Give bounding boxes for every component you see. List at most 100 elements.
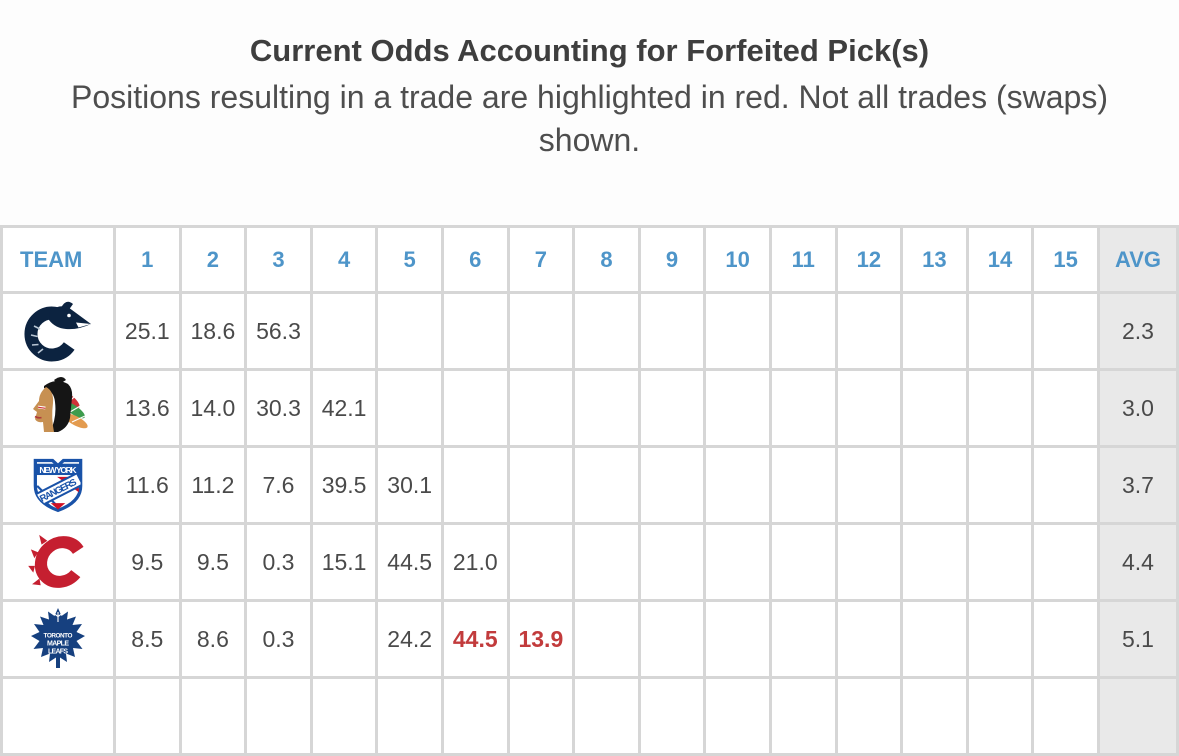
odds-cell: [903, 294, 966, 369]
odds-cell: [640, 602, 704, 677]
odds-cell: [1034, 679, 1097, 754]
odds-cell: [771, 448, 835, 523]
odds-cell: 24.2: [378, 602, 441, 677]
odds-cell: [247, 679, 310, 754]
odds-cell: [1034, 371, 1097, 446]
odds-cell: [837, 525, 901, 600]
odds-cell: [575, 602, 638, 677]
odds-cell: [771, 371, 835, 446]
odds-cell: 39.5: [312, 448, 376, 523]
column-header-7: 7: [509, 228, 573, 292]
odds-cell: [968, 294, 1032, 369]
odds-cell: [771, 294, 835, 369]
team-row: 9.5 9.5 0.3 15.1 44.5 21.0 4.4: [3, 525, 1176, 600]
avg-cell: 5.1: [1100, 602, 1176, 677]
odds-cell: [1034, 294, 1097, 369]
column-header-6: 6: [443, 228, 507, 292]
odds-cell: [116, 679, 179, 754]
odds-cell: [443, 294, 507, 369]
odds-cell: [903, 371, 966, 446]
odds-cell: [575, 525, 638, 600]
odds-cell: [706, 371, 769, 446]
odds-cell: [443, 679, 507, 754]
team-row: TORONTO MAPLE LEAFS 8.5 8.6 0.3 24.2 44.5 13.…: [3, 602, 1176, 677]
page-subtitle: Positions resulting in a trade are highl…: [71, 78, 1108, 159]
odds-cell: 56.3: [247, 294, 310, 369]
odds-cell: [837, 371, 901, 446]
team-row: RANGERS NEW YORK 11.6 11.2 7.6 39.5 30.1 3.7: [3, 448, 1176, 523]
odds-cell: [640, 294, 704, 369]
avg-cell: 3.0: [1100, 371, 1176, 446]
table-header: TEAM 1 2 3 4 5 6 7 8 9 10 11 12 13 14 15 AVG: [3, 228, 1176, 292]
odds-cell: [968, 602, 1032, 677]
odds-cell: [1100, 679, 1176, 754]
team-row: 13.6 14.0 30.3 42.1 3.0: [3, 371, 1176, 446]
odds-cell: [968, 525, 1032, 600]
svg-text:TORONTO: TORONTO: [44, 633, 73, 640]
odds-cell: [968, 679, 1032, 754]
odds-cell: [378, 371, 441, 446]
odds-cell: [640, 525, 704, 600]
odds-cell: [706, 448, 769, 523]
draft-odds-table: TEAM 1 2 3 4 5 6 7 8 9 10 11 12 13 14 15 AVG 25.1 18.6 56.…: [0, 225, 1179, 756]
column-header-5: 5: [378, 228, 441, 292]
header-row: TEAM 1 2 3 4 5 6 7 8 9 10 11 12 13 14 15 AVG: [3, 228, 1176, 292]
column-header-2: 2: [181, 228, 245, 292]
odds-cell: [837, 448, 901, 523]
column-header-14: 14: [968, 228, 1032, 292]
odds-cell: [771, 525, 835, 600]
team-logo-cell: RANGERS NEW YORK: [3, 448, 113, 523]
team-row: 25.1 18.6 56.3 2.3: [3, 294, 1176, 369]
odds-cell: [509, 448, 573, 523]
table-body: 25.1 18.6 56.3 2.3 13.6 14.0 30.3 42.1 3.0 RANG…: [3, 294, 1176, 754]
odds-cell: 0.3: [247, 525, 310, 600]
odds-cell: 14.0: [181, 371, 245, 446]
team-logo-cell: [3, 371, 113, 446]
odds-cell: 42.1: [312, 371, 376, 446]
column-header-12: 12: [837, 228, 901, 292]
column-header-9: 9: [640, 228, 704, 292]
svg-text:LEAFS: LEAFS: [48, 649, 68, 656]
odds-cell: [706, 294, 769, 369]
odds-cell: [640, 448, 704, 523]
odds-cell: [640, 371, 704, 446]
odds-cell: 0.3: [247, 602, 310, 677]
odds-cell: 30.3: [247, 371, 310, 446]
avg-cell: 4.4: [1100, 525, 1176, 600]
odds-cell: [575, 448, 638, 523]
odds-cell: [903, 679, 966, 754]
odds-cell: [312, 294, 376, 369]
new-york-rangers-logo: RANGERS NEW YORK: [33, 459, 83, 513]
partial-team-row: [3, 679, 1176, 754]
odds-cell: 11.2: [181, 448, 245, 523]
odds-cell: 30.1: [378, 448, 441, 523]
odds-cell: [443, 448, 507, 523]
column-header-15: 15: [1034, 228, 1097, 292]
odds-cell: [1034, 602, 1097, 677]
odds-cell: [706, 525, 769, 600]
odds-cell: [443, 371, 507, 446]
odds-cell: [378, 679, 441, 754]
odds-cell: [509, 371, 573, 446]
svg-text:MAPLE: MAPLE: [47, 641, 69, 648]
odds-cell: 8.5: [116, 602, 179, 677]
odds-cell: 7.6: [247, 448, 310, 523]
odds-cell: 44.5: [378, 525, 441, 600]
odds-cell: 13.9: [509, 602, 573, 677]
odds-cell: [1034, 525, 1097, 600]
svg-text:NEW YORK: NEW YORK: [39, 465, 77, 475]
odds-cell: [706, 602, 769, 677]
odds-cell: 44.5: [443, 602, 507, 677]
page-title: Current Odds Accounting for Forfeited Pi…: [249, 33, 930, 68]
odds-cell: [968, 371, 1032, 446]
odds-cell: [837, 294, 901, 369]
odds-cell: [837, 679, 901, 754]
vancouver-canucks-logo: [24, 302, 91, 362]
team-logo-cell: [3, 294, 113, 369]
column-header-team: TEAM: [3, 228, 113, 292]
odds-cell: [575, 294, 638, 369]
column-header-avg: AVG: [1100, 228, 1176, 292]
column-header-13: 13: [903, 228, 966, 292]
calgary-flames-logo: [28, 535, 84, 589]
column-header-10: 10: [706, 228, 769, 292]
